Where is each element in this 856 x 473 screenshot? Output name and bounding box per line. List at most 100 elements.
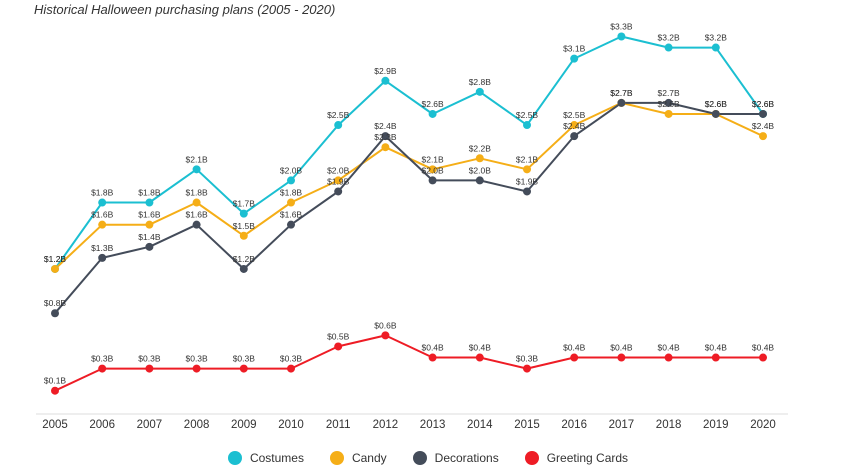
costumes-data-label: $3.1B bbox=[563, 44, 586, 54]
x-tick-label: 2019 bbox=[703, 419, 729, 431]
costumes-point bbox=[381, 76, 390, 85]
decorations-point bbox=[239, 264, 248, 273]
x-tick-label: 2006 bbox=[89, 419, 115, 431]
decorations-data-label: $2.7B bbox=[610, 88, 633, 98]
candy-data-label: $2.5B bbox=[563, 110, 586, 120]
decorations-point bbox=[381, 132, 390, 141]
greeting-cards-data-label: $0.3B bbox=[91, 354, 114, 364]
costumes-data-label: $2.9B bbox=[374, 66, 397, 76]
x-tick-label: 2013 bbox=[420, 419, 446, 431]
legend-swatch bbox=[524, 451, 539, 465]
x-tick-label: 2018 bbox=[656, 419, 682, 431]
x-tick-label: 2011 bbox=[326, 419, 351, 431]
x-tick-label: 2014 bbox=[467, 419, 493, 431]
decorations-point bbox=[287, 220, 295, 229]
candy-data-label: $2.0B bbox=[327, 165, 350, 175]
costumes-point bbox=[523, 121, 531, 130]
decorations-point bbox=[570, 132, 579, 141]
greeting-cards-data-label: $0.4B bbox=[657, 343, 680, 353]
x-tick-label: 2017 bbox=[609, 419, 635, 431]
costumes-point bbox=[239, 209, 248, 218]
decorations-data-label: $1.9B bbox=[327, 176, 350, 186]
greeting-cards-point bbox=[428, 353, 437, 362]
costumes-point bbox=[617, 32, 626, 41]
decorations-data-label: $1.3B bbox=[91, 243, 114, 253]
costumes-point bbox=[334, 121, 343, 130]
costumes-point bbox=[475, 87, 484, 96]
costumes-data-label: $2.5B bbox=[327, 110, 350, 120]
decorations-data-label: $2.0B bbox=[421, 165, 444, 175]
x-tick-label: 2015 bbox=[514, 419, 540, 431]
greeting-cards-data-label: $0.4B bbox=[469, 343, 492, 353]
costumes-point bbox=[192, 165, 201, 174]
greeting-cards-point bbox=[51, 386, 59, 395]
greeting-cards-point bbox=[381, 331, 390, 340]
legend-item-costumes[interactable]: Costumes bbox=[227, 451, 304, 465]
greeting-cards-point bbox=[192, 364, 201, 373]
costumes-data-label: $2.6B bbox=[421, 99, 444, 109]
decorations-point bbox=[428, 176, 437, 185]
x-tick-label: 2012 bbox=[373, 419, 399, 431]
x-tick-label: 2010 bbox=[278, 419, 304, 431]
costumes-point bbox=[287, 176, 295, 185]
candy-point bbox=[145, 220, 154, 229]
candy-point bbox=[287, 198, 295, 207]
decorations-point bbox=[145, 242, 154, 251]
costumes-data-label: $2.1B bbox=[185, 154, 208, 164]
legend-item-candy[interactable]: Candy bbox=[329, 451, 387, 465]
decorations-point bbox=[334, 187, 343, 196]
greeting-cards-point bbox=[617, 353, 626, 362]
greeting-cards-data-label: $0.4B bbox=[421, 343, 444, 353]
x-tick-label: 2005 bbox=[42, 419, 68, 431]
decorations-point bbox=[617, 98, 626, 107]
decorations-data-label: $0.8B bbox=[44, 298, 67, 308]
decorations-data-label: $2.0B bbox=[469, 165, 492, 175]
costumes-point bbox=[711, 43, 720, 52]
x-tick-label: 2007 bbox=[137, 419, 163, 431]
decorations-point bbox=[664, 98, 673, 107]
candy-data-label: $2.3B bbox=[374, 132, 397, 142]
greeting-cards-point bbox=[334, 342, 343, 351]
decorations-point bbox=[759, 109, 767, 118]
greeting-cards-data-label: $0.3B bbox=[233, 354, 256, 364]
greeting-cards-data-label: $0.4B bbox=[705, 343, 728, 353]
costumes-data-label: $1.2B bbox=[44, 254, 67, 264]
candy-data-label: $1.6B bbox=[91, 210, 114, 220]
decorations-data-label: $2.4B bbox=[563, 121, 586, 131]
costumes-data-label: $2.5B bbox=[516, 110, 539, 120]
costumes-point bbox=[428, 109, 437, 118]
legend: Costumes Candy Decorations Greeting Cards bbox=[0, 449, 856, 467]
candy-data-label: $1.6B bbox=[138, 210, 161, 220]
decorations-point bbox=[51, 309, 59, 318]
costumes-data-label: $1.7B bbox=[233, 199, 256, 209]
legend-label: Candy bbox=[351, 451, 387, 465]
costumes-data-label: $2.6B bbox=[752, 99, 775, 109]
legend-label: Decorations bbox=[434, 451, 499, 465]
candy-point bbox=[428, 165, 437, 174]
costumes-data-label: $2.8B bbox=[469, 77, 492, 87]
candy-point bbox=[51, 264, 59, 273]
greeting-cards-data-label: $0.6B bbox=[374, 320, 397, 330]
candy-data-label: $1.5B bbox=[233, 221, 256, 231]
greeting-cards-data-label: $0.3B bbox=[185, 354, 208, 364]
greeting-cards-point bbox=[475, 353, 484, 362]
candy-point bbox=[334, 176, 343, 185]
candy-data-label: $1.8B bbox=[280, 188, 303, 198]
x-tick-label: 2009 bbox=[231, 419, 257, 431]
decorations-point bbox=[192, 220, 201, 229]
decorations-point bbox=[711, 109, 720, 118]
legend-item-decorations[interactable]: Decorations bbox=[412, 451, 499, 465]
candy-point bbox=[98, 220, 107, 229]
greeting-cards-series-line bbox=[54, 334, 763, 392]
candy-data-label: $2.6B bbox=[705, 99, 728, 109]
candy-point bbox=[381, 143, 390, 152]
legend-item-greeting-cards[interactable]: Greeting Cards bbox=[524, 451, 628, 465]
decorations-data-label: $1.6B bbox=[185, 210, 208, 220]
candy-data-label: $1.2B bbox=[44, 254, 67, 264]
greeting-cards-point bbox=[523, 364, 531, 373]
decorations-series-line bbox=[54, 101, 763, 314]
candy-point bbox=[475, 154, 484, 163]
greeting-cards-point bbox=[664, 353, 673, 362]
candy-point bbox=[570, 121, 579, 130]
